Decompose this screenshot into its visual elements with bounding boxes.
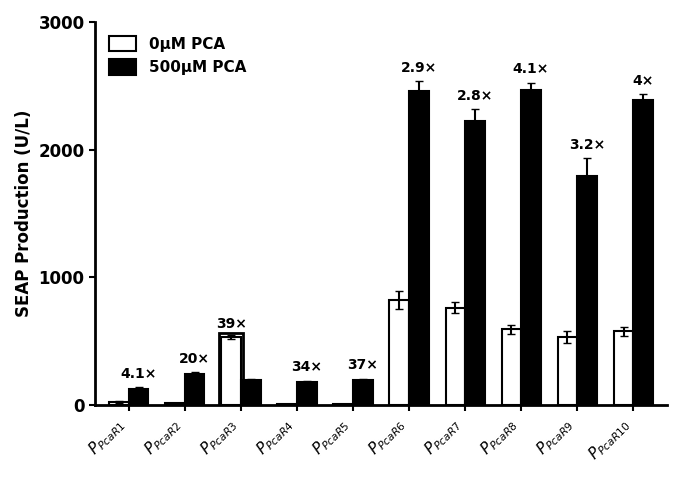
Bar: [241, 380, 261, 405]
Text: 2.8×: 2.8×: [457, 89, 493, 103]
Legend: 0μM PCA, 500μM PCA: 0μM PCA, 500μM PCA: [103, 30, 252, 81]
Bar: [185, 374, 205, 405]
Bar: [465, 122, 485, 405]
Bar: [297, 382, 316, 405]
Bar: [221, 337, 241, 405]
Text: 4.1×: 4.1×: [120, 367, 157, 381]
Text: 34×: 34×: [291, 360, 323, 375]
Bar: [634, 100, 653, 405]
Bar: [353, 380, 372, 405]
Bar: [521, 90, 541, 405]
Bar: [577, 176, 597, 405]
Text: 20×: 20×: [179, 352, 210, 366]
Bar: [558, 337, 577, 405]
Y-axis label: SEAP Production (U/L): SEAP Production (U/L): [15, 110, 33, 317]
Text: 4.1×: 4.1×: [513, 62, 549, 76]
Bar: [614, 331, 634, 405]
Text: 3.2×: 3.2×: [569, 138, 605, 152]
Text: 39×: 39×: [216, 317, 246, 331]
Bar: [389, 300, 409, 405]
Text: 4×: 4×: [632, 74, 654, 88]
Bar: [109, 402, 129, 405]
Bar: [501, 330, 521, 405]
Bar: [278, 404, 297, 405]
Text: 37×: 37×: [347, 358, 379, 373]
Bar: [333, 404, 353, 405]
Text: 2.9×: 2.9×: [401, 61, 437, 75]
Bar: [445, 308, 465, 405]
Bar: [219, 332, 243, 405]
Bar: [165, 403, 185, 405]
Bar: [409, 91, 429, 405]
Bar: [129, 388, 149, 405]
